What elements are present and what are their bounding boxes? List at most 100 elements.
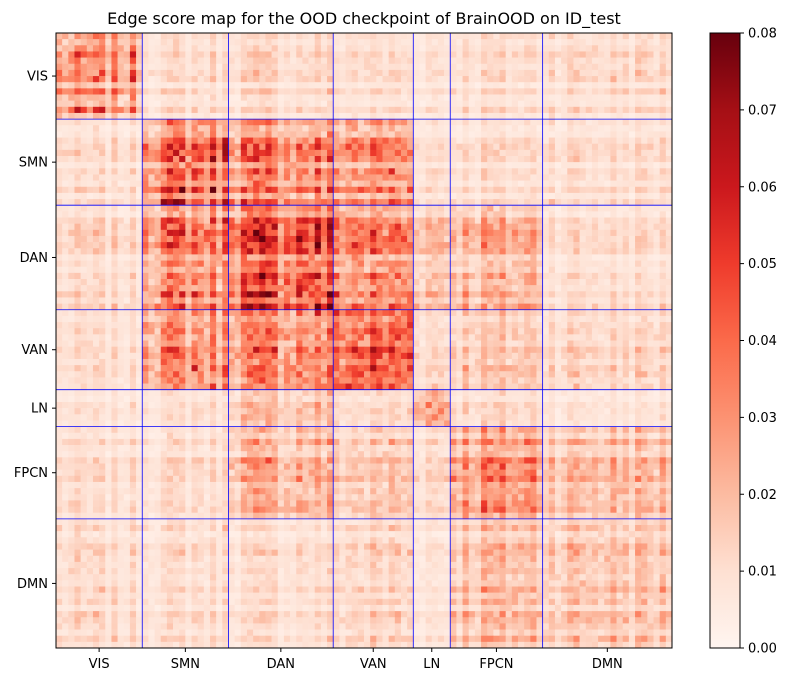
heatmap-cell — [573, 33, 580, 40]
heatmap-cell — [74, 63, 81, 71]
heatmap-cell — [530, 156, 537, 163]
heatmap-cell — [62, 205, 69, 212]
heatmap-cell — [481, 205, 488, 212]
heatmap-cell — [160, 100, 168, 108]
heatmap-cell — [382, 57, 389, 65]
heatmap-cell — [253, 63, 260, 71]
heatmap-cell — [142, 235, 149, 243]
heatmap-cell — [68, 143, 75, 151]
heatmap-cell — [370, 279, 377, 286]
heatmap-cell — [462, 297, 470, 304]
heatmap-cell — [653, 76, 660, 83]
heatmap-cell — [653, 254, 660, 261]
heatmap-cell — [468, 242, 476, 249]
heatmap-cell — [166, 248, 174, 255]
heatmap-cell — [123, 33, 131, 40]
heatmap-cell — [641, 63, 648, 71]
heatmap-cell — [191, 248, 198, 255]
heatmap-cell — [499, 94, 506, 101]
heatmap-cell — [327, 272, 334, 280]
heatmap-cell — [487, 328, 494, 335]
heatmap-cell — [407, 205, 414, 212]
heatmap-cell — [271, 334, 279, 341]
heatmap-cell — [259, 285, 266, 292]
heatmap-cell — [530, 279, 537, 286]
heatmap-cell — [327, 211, 334, 218]
heatmap-cell — [598, 88, 605, 95]
heatmap-cell — [216, 272, 223, 280]
heatmap-cell — [388, 100, 396, 108]
heatmap-cell — [511, 88, 519, 95]
heatmap-cell — [598, 45, 605, 52]
heatmap-cell — [579, 217, 587, 224]
heatmap-cell — [579, 180, 587, 188]
heatmap-cell — [364, 260, 371, 267]
heatmap-cell — [117, 309, 125, 317]
heatmap-cell — [567, 285, 574, 292]
heatmap-cell — [179, 285, 186, 292]
heatmap-cell — [74, 297, 81, 304]
heatmap-cell — [450, 254, 457, 261]
heatmap-cell — [154, 106, 162, 114]
heatmap-cell — [296, 39, 303, 46]
heatmap-cell — [419, 63, 426, 71]
heatmap-cell — [259, 156, 266, 163]
heatmap-cell — [246, 106, 254, 114]
heatmap-cell — [382, 279, 389, 286]
heatmap-cell — [166, 63, 174, 71]
heatmap-cell — [561, 180, 568, 188]
heatmap-cell — [357, 322, 365, 329]
heatmap-cell — [240, 82, 248, 89]
heatmap-cell — [296, 149, 303, 157]
heatmap-cell — [413, 174, 420, 181]
heatmap-cell — [450, 285, 457, 292]
heatmap-cell — [610, 168, 617, 175]
heatmap-cell — [80, 328, 88, 335]
heatmap-cell — [203, 297, 211, 304]
heatmap-cell — [665, 45, 673, 52]
heatmap-cell — [474, 33, 482, 40]
heatmap-cell — [388, 205, 396, 212]
heatmap-cell — [185, 100, 192, 108]
heatmap-cell — [628, 235, 636, 243]
heatmap-cell — [622, 297, 630, 304]
heatmap-cell — [240, 149, 248, 157]
heatmap-cell — [370, 291, 377, 298]
heatmap-cell — [357, 39, 365, 46]
heatmap-cell — [290, 322, 297, 329]
heatmap-cell — [105, 315, 112, 323]
heatmap-cell — [320, 223, 328, 231]
heatmap-cell — [197, 309, 205, 317]
heatmap-cell — [308, 235, 316, 243]
heatmap-cell — [68, 260, 75, 267]
heatmap-cell — [665, 137, 673, 144]
heatmap-cell — [99, 94, 106, 101]
heatmap-cell — [622, 217, 630, 224]
heatmap-cell — [431, 248, 439, 255]
heatmap-cell — [216, 143, 223, 151]
heatmap-cell — [173, 125, 180, 132]
heatmap-cell — [203, 180, 211, 188]
heatmap-cell — [259, 168, 266, 175]
heatmap-cell — [585, 260, 593, 267]
heatmap-cell — [567, 309, 574, 317]
heatmap-cell — [216, 309, 223, 317]
heatmap-cell — [265, 39, 272, 46]
heatmap-cell — [129, 309, 137, 317]
heatmap-cell — [493, 205, 500, 212]
heatmap-cell — [481, 112, 488, 120]
heatmap-cell — [105, 149, 112, 157]
heatmap-cell — [518, 328, 525, 335]
heatmap-cell — [548, 76, 556, 83]
heatmap-cell — [530, 266, 537, 274]
heatmap-cell — [117, 211, 125, 218]
heatmap-cell — [419, 242, 426, 249]
heatmap-cells — [56, 33, 673, 649]
heatmap-cell — [542, 125, 550, 132]
heatmap-cell — [154, 39, 162, 46]
heatmap-cell — [641, 303, 648, 311]
heatmap-cell — [536, 186, 543, 194]
heatmap-cell — [481, 125, 488, 132]
heatmap-cell — [99, 229, 106, 237]
heatmap-cell — [203, 76, 211, 83]
